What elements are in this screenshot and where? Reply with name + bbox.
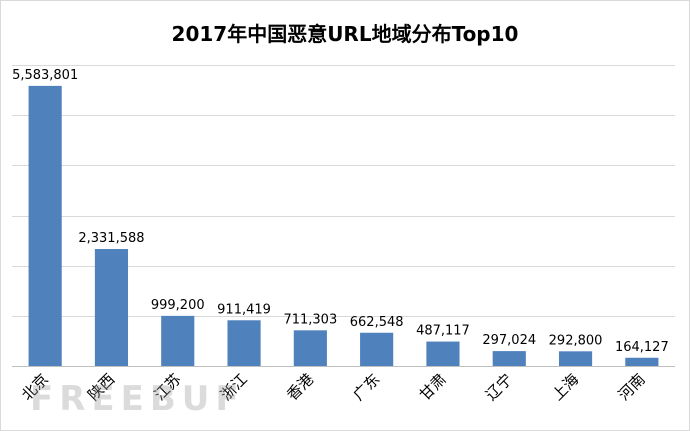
bar [492,351,526,366]
chart-title: 2017年中国恶意URL地域分布Top10 [171,22,519,46]
data-label: 2,331,588 [78,231,144,246]
category-label: 河南 [615,370,649,404]
category-label: 辽宁 [482,370,516,404]
data-label: 5,583,801 [12,68,78,83]
category-label: 甘肃 [416,370,450,404]
data-label: 164,127 [615,340,669,355]
category-label: 香港 [283,370,317,404]
data-label: 297,024 [482,333,536,348]
bar [293,330,327,366]
data-label: 711,303 [283,312,337,327]
bar [625,357,659,366]
freebuf-watermark: FREEBUF [30,379,245,419]
bar [161,315,195,366]
bars [28,85,659,366]
bar [227,320,261,366]
data-labels: 5,583,801 2,331,588 999,200 911,419 711,303 6… [12,68,669,355]
bar [426,341,460,366]
bar [94,249,129,366]
bar [360,332,394,366]
bar [558,351,593,366]
category-label: 上海 [548,370,582,404]
data-label: 911,419 [217,302,271,317]
data-label: 292,800 [549,333,603,348]
watermark-text: FREEBUF [30,379,245,419]
data-label: 999,200 [151,298,205,313]
data-label: 487,117 [416,324,470,339]
bar [28,85,62,366]
data-label: 662,548 [350,315,404,330]
category-label: 广东 [350,370,384,404]
